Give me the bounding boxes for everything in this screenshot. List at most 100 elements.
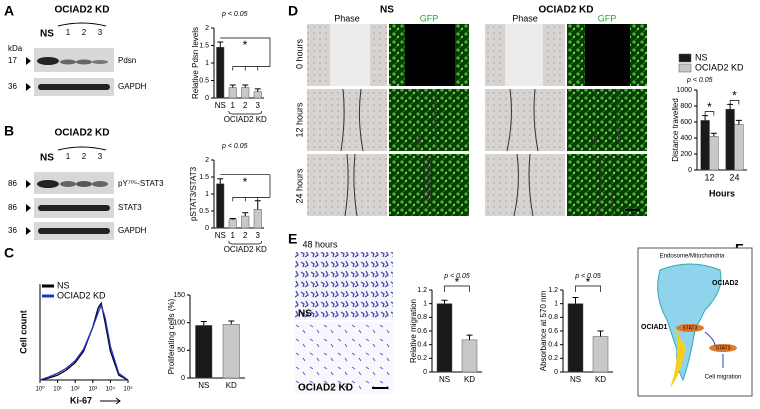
y-tick-label: 0.8 xyxy=(417,314,427,321)
legend-label: NS xyxy=(695,52,708,62)
x-tick-label: 10² xyxy=(71,387,80,393)
y-tick-label: 1.5 xyxy=(199,174,209,181)
band-label: Pdsn xyxy=(118,56,136,65)
star: * xyxy=(243,38,248,52)
panel-letter: B xyxy=(4,123,14,139)
band xyxy=(38,205,110,211)
band xyxy=(60,59,76,65)
x-tick-label: KD xyxy=(464,375,475,384)
axis-arrow xyxy=(100,397,121,405)
arrow xyxy=(26,57,31,91)
micrographs xyxy=(307,24,647,217)
x-tick-label: 24 xyxy=(729,172,739,182)
y-tick-label: 0 xyxy=(688,167,692,174)
error-bar xyxy=(466,334,473,340)
bar xyxy=(725,108,735,171)
arrow xyxy=(704,331,724,368)
band-label: pY⁷⁰⁵-STAT3 xyxy=(118,179,164,188)
column-header: GFP xyxy=(598,13,617,23)
diagram-label: STAT3 xyxy=(716,345,731,351)
x-tick-label: KD xyxy=(226,381,237,390)
legend-label: OCIAD2 KD xyxy=(57,290,106,300)
marker: 36 xyxy=(8,82,17,91)
group-header: OCIAD2 KD xyxy=(538,5,593,16)
bar xyxy=(734,124,744,171)
row-header: 0 hours xyxy=(294,38,304,69)
y-tick-label: 1.5 xyxy=(199,42,209,49)
lane-label: 1 xyxy=(66,28,71,37)
bracket xyxy=(704,111,715,116)
lane-label: 2 xyxy=(82,152,87,161)
image-label: NS xyxy=(298,309,312,320)
error-bar xyxy=(735,119,742,125)
legend-swatch xyxy=(678,63,692,73)
y-tick-label: 0.6 xyxy=(417,328,427,335)
band-label: STAT3 xyxy=(118,203,142,212)
error-bar xyxy=(597,330,604,337)
x-tick-label: 10³ xyxy=(88,387,97,393)
y-tick-label: 0.4 xyxy=(417,342,427,349)
image-label: OCIAD2 KD xyxy=(298,383,353,394)
x-tick-label: NS xyxy=(198,381,209,390)
y-tick-label: 200 xyxy=(680,151,692,158)
error-bar xyxy=(200,321,207,326)
panel-letter: D xyxy=(288,3,298,19)
y-tick-label: 1000 xyxy=(676,87,692,94)
diagram-label: Cell migration xyxy=(705,375,742,381)
ociad1 xyxy=(670,330,686,388)
x-tick-label: KD xyxy=(595,375,606,384)
lane-label: 1 xyxy=(66,152,71,161)
y-axis-label: Absorbance at 570 nm xyxy=(539,290,548,371)
error-bar xyxy=(229,217,236,220)
y-tick-label: 0.4 xyxy=(548,342,558,349)
diagram-label: OCIAD2 xyxy=(712,280,739,287)
error-bar xyxy=(217,41,224,48)
band-label: GAPDH xyxy=(118,226,147,235)
bar xyxy=(228,87,237,99)
error-bar xyxy=(242,212,249,217)
y-tick-label: 1 xyxy=(554,301,558,308)
y-tick-label: 0.8 xyxy=(548,314,558,321)
blot-group: OCIAD2 KD xyxy=(54,5,109,16)
p-label: p < 0.05 xyxy=(443,273,470,280)
lane-label: 2 xyxy=(82,28,87,37)
star: * xyxy=(732,89,737,103)
diagram-label: OCIAD1 xyxy=(641,324,668,331)
y-tick-label: 0.5 xyxy=(199,77,209,84)
p-label: p < 0.05 xyxy=(221,11,248,18)
x-tick-label: 10¹ xyxy=(53,387,62,393)
column-header: GFP xyxy=(420,13,439,23)
bar xyxy=(700,120,710,171)
bar xyxy=(253,209,262,229)
stat3-bound xyxy=(676,324,704,332)
row-header: 12 hours xyxy=(294,102,304,138)
bar xyxy=(222,324,240,379)
bar xyxy=(567,303,584,373)
error-bar xyxy=(217,178,224,184)
row-header: 24 hours xyxy=(294,168,304,204)
bar xyxy=(253,91,262,99)
panel-letter: E xyxy=(288,231,297,247)
bar xyxy=(216,47,225,99)
y-tick-label: 0.2 xyxy=(417,355,427,362)
p-label: p < 0.05 xyxy=(221,143,248,150)
bracket xyxy=(228,110,263,115)
group-label: OCIAD2 KD xyxy=(224,115,267,124)
x-tick-label: NS xyxy=(439,375,450,384)
error-bar xyxy=(242,84,249,88)
x-tick-label: 3 xyxy=(256,101,261,110)
y-axis-label: pSTAT3/STAT3 xyxy=(189,166,198,221)
series-line xyxy=(39,301,129,381)
y-tick-label: 2 xyxy=(205,157,209,164)
y-tick-label: 1 xyxy=(205,191,209,198)
marker: 36 xyxy=(8,226,17,235)
x-tick-label: 10⁰ xyxy=(35,386,45,393)
diagram-label: STAT3 xyxy=(683,325,698,331)
bracket xyxy=(228,240,263,245)
error-bar xyxy=(710,132,717,137)
error-bar xyxy=(441,299,448,304)
bar xyxy=(592,336,609,373)
x-tick-label: 2 xyxy=(243,231,248,240)
bracket xyxy=(444,285,470,292)
